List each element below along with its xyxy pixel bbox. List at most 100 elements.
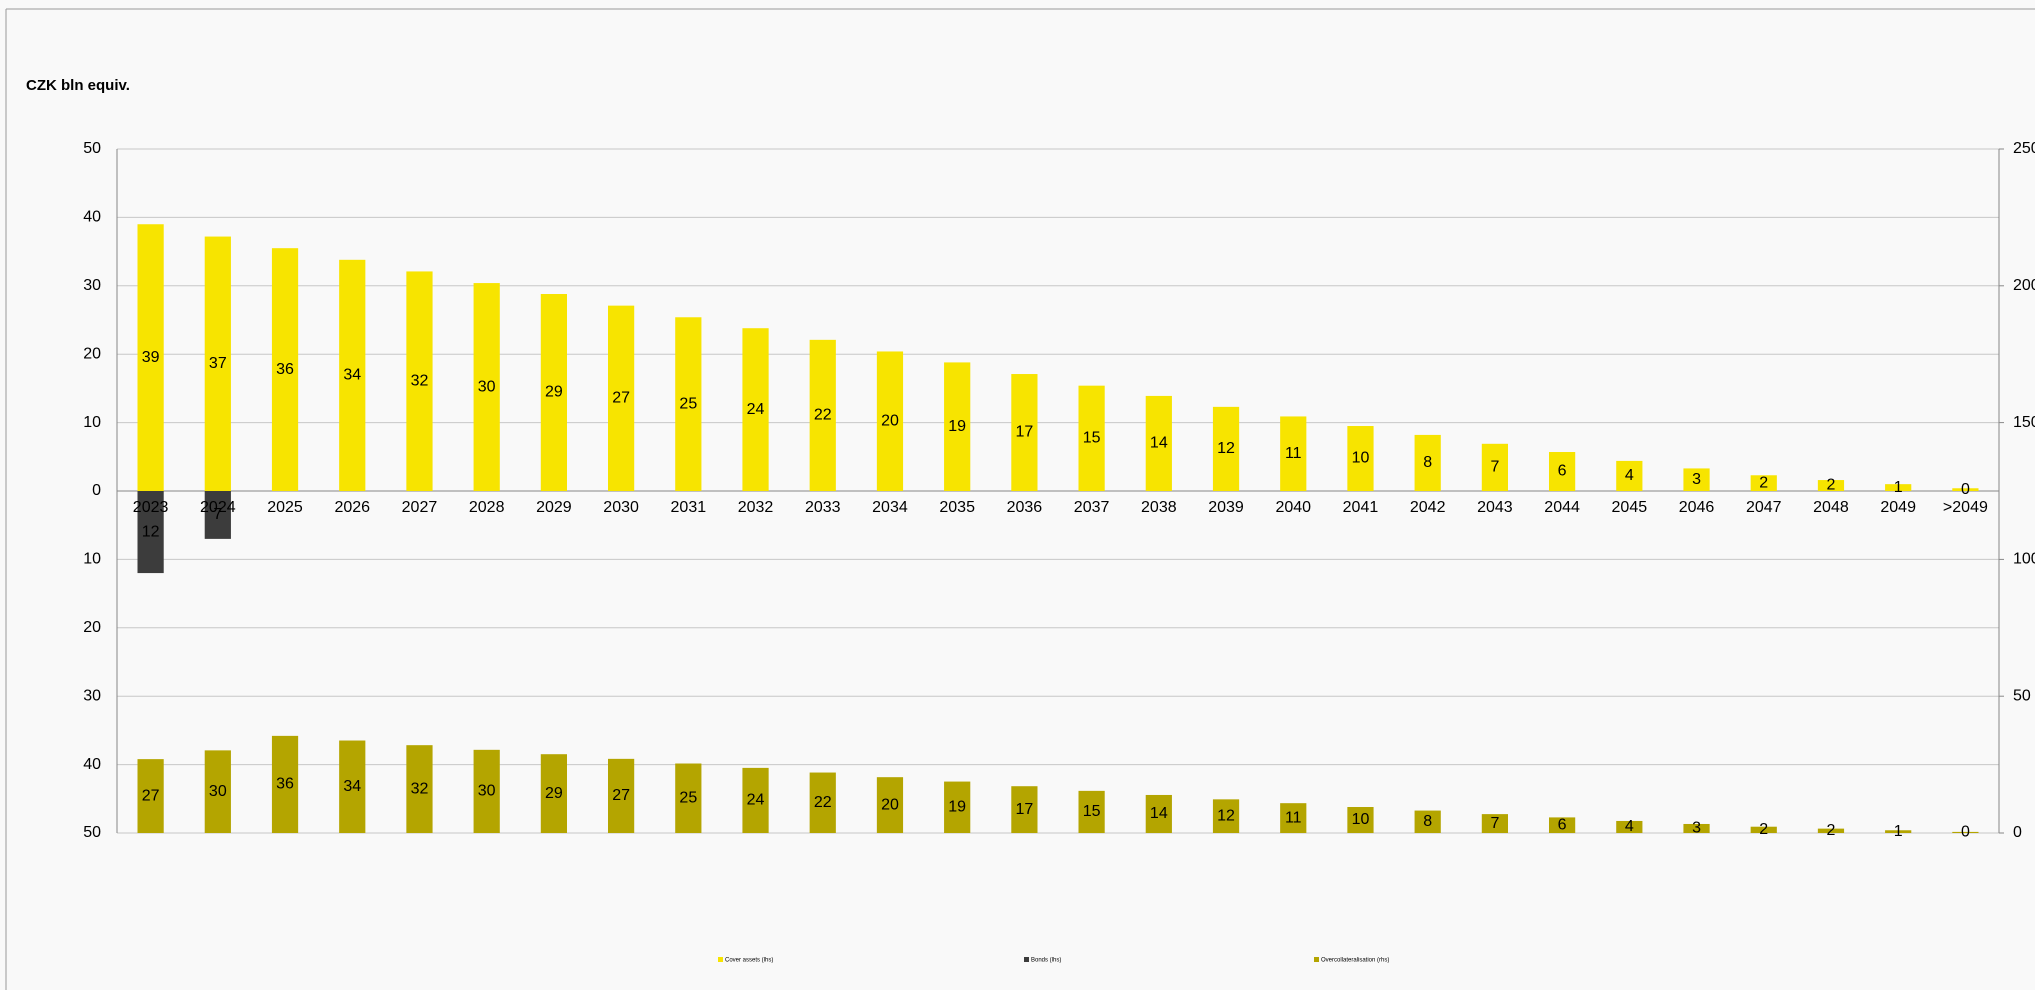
y-tick-label: 10 bbox=[83, 551, 101, 568]
x-tick-label: 2046 bbox=[1679, 499, 1715, 516]
x-tick-label: 2041 bbox=[1343, 499, 1379, 516]
legend-swatch bbox=[1024, 957, 1029, 962]
bar bbox=[1347, 426, 1374, 491]
bar bbox=[204, 750, 231, 833]
bar bbox=[1212, 406, 1240, 491]
data-label: 25 bbox=[679, 789, 697, 806]
data-label: 3 bbox=[1692, 820, 1701, 837]
data-label: 29 bbox=[545, 384, 563, 401]
data-label: 36 bbox=[276, 776, 294, 793]
x-tick-label: 2031 bbox=[671, 499, 707, 516]
bar bbox=[1414, 810, 1441, 833]
data-label: 17 bbox=[1015, 801, 1033, 818]
bar bbox=[944, 362, 971, 491]
data-label: 34 bbox=[343, 367, 361, 384]
bar bbox=[1549, 452, 1576, 491]
data-label: 15 bbox=[1083, 803, 1101, 820]
x-tick-label: 2029 bbox=[536, 499, 572, 516]
x-tick-label: 2036 bbox=[1007, 499, 1043, 516]
bar bbox=[1078, 385, 1105, 491]
x-tick-label: 2048 bbox=[1813, 499, 1849, 516]
bar bbox=[742, 328, 769, 491]
bar bbox=[809, 772, 836, 833]
data-label: 12 bbox=[1217, 440, 1235, 457]
y-tick-label: 0 bbox=[92, 482, 101, 499]
y2-tick-label: 50 bbox=[2013, 687, 2031, 704]
data-label: 20 bbox=[881, 412, 899, 429]
x-tick-label: 2035 bbox=[939, 499, 975, 516]
data-label: 32 bbox=[411, 780, 429, 797]
bar bbox=[876, 351, 904, 491]
y-tick-label: 30 bbox=[83, 687, 101, 704]
bar bbox=[406, 745, 433, 833]
data-label: 30 bbox=[209, 783, 227, 800]
y-tick-label: 40 bbox=[83, 756, 101, 773]
data-label: 19 bbox=[948, 799, 966, 816]
data-label: 25 bbox=[679, 395, 697, 412]
bar bbox=[1011, 374, 1038, 491]
x-tick-label: 2038 bbox=[1141, 499, 1177, 516]
bar bbox=[1885, 484, 1912, 491]
bar bbox=[1414, 434, 1441, 491]
bar bbox=[1280, 416, 1307, 491]
bar bbox=[406, 271, 433, 491]
y2-tick-label: 250 bbox=[2013, 140, 2035, 157]
x-tick-label: 2034 bbox=[872, 499, 908, 516]
bar bbox=[540, 754, 567, 833]
x-tick-label: 2049 bbox=[1880, 499, 1916, 516]
data-label: 22 bbox=[814, 794, 832, 811]
bar bbox=[473, 749, 500, 833]
data-label: 22 bbox=[814, 407, 832, 424]
bar bbox=[1683, 823, 1710, 833]
data-label: 8 bbox=[1423, 454, 1432, 471]
data-label: 39 bbox=[142, 349, 160, 366]
bar bbox=[1750, 826, 1777, 833]
y-tick-label: 20 bbox=[83, 345, 101, 362]
bar bbox=[1347, 807, 1374, 833]
data-label: 27 bbox=[142, 787, 160, 804]
bar bbox=[742, 767, 769, 833]
bar bbox=[944, 781, 971, 833]
bar bbox=[876, 777, 904, 833]
x-tick-label: 2039 bbox=[1208, 499, 1244, 516]
legend-label: Bonds (lhs) bbox=[1031, 958, 1061, 964]
y-tick-label: 30 bbox=[83, 277, 101, 294]
bar bbox=[137, 491, 164, 574]
bar bbox=[339, 259, 366, 491]
x-tick-label: 2025 bbox=[267, 499, 303, 516]
bar bbox=[608, 305, 635, 491]
data-label: 27 bbox=[612, 390, 630, 407]
data-label: 11 bbox=[1285, 809, 1302, 826]
chart-title: CZK bln equiv. bbox=[26, 77, 130, 94]
x-tick-label: 2040 bbox=[1275, 499, 1311, 516]
data-label: 7 bbox=[1490, 459, 1499, 476]
bar bbox=[339, 740, 366, 833]
bar bbox=[1683, 468, 1710, 491]
x-tick-label: 2033 bbox=[805, 499, 841, 516]
data-label: 2 bbox=[1827, 477, 1836, 494]
x-tick-label: 2043 bbox=[1477, 499, 1513, 516]
data-label: 7 bbox=[1490, 815, 1499, 832]
x-tick-label: 2032 bbox=[738, 499, 774, 516]
data-label: 6 bbox=[1558, 463, 1567, 480]
bar bbox=[1817, 828, 1845, 833]
data-label: 14 bbox=[1150, 805, 1168, 822]
bar bbox=[1952, 488, 1979, 491]
data-label: 37 bbox=[209, 355, 227, 372]
data-label: 1 bbox=[1894, 823, 1903, 840]
x-tick-label: 2045 bbox=[1612, 499, 1648, 516]
x-tick-label: 2024 bbox=[200, 499, 236, 516]
data-label: 24 bbox=[747, 792, 765, 809]
bar bbox=[473, 283, 500, 491]
data-label: 3 bbox=[1692, 471, 1701, 488]
x-tick-label: >2049 bbox=[1943, 499, 1988, 516]
data-label: 2 bbox=[1759, 821, 1768, 838]
data-label: 30 bbox=[478, 378, 496, 395]
data-label: 12 bbox=[1217, 807, 1235, 824]
y-tick-label: 50 bbox=[83, 140, 101, 157]
bar bbox=[1145, 794, 1172, 833]
x-tick-label: 2044 bbox=[1544, 499, 1580, 516]
data-label: 10 bbox=[1352, 811, 1370, 828]
data-label: 15 bbox=[1083, 430, 1101, 447]
